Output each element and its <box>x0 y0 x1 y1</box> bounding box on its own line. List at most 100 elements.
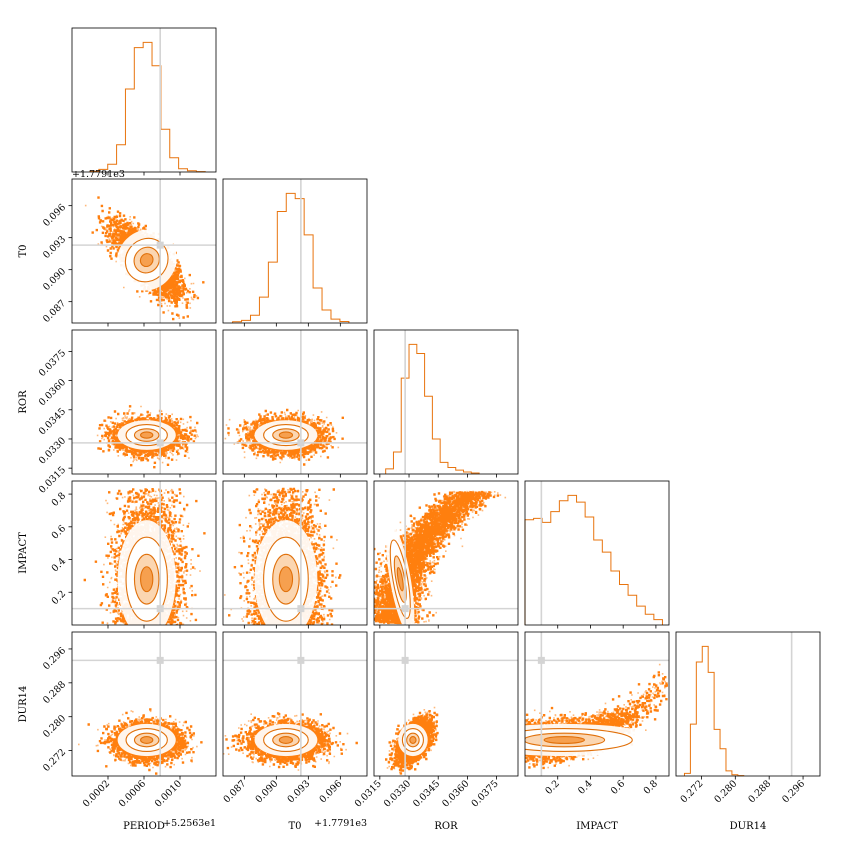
y-tick-label: 0.087 <box>41 298 68 325</box>
panel-frame <box>373 480 519 626</box>
x-axis-label: IMPACT <box>576 821 618 832</box>
x-tick-label: 0.096 <box>317 778 344 805</box>
contour-level <box>139 253 154 268</box>
y-axis-label: T0 <box>18 244 29 257</box>
y-offset-label: +1.7791e3 <box>72 169 125 180</box>
contour-level <box>409 736 417 744</box>
contour-level <box>543 736 585 744</box>
x-tick-label: 0.2 <box>543 778 561 796</box>
x-offset-label: +5.2563e1 <box>163 818 216 829</box>
histogram-line <box>683 645 745 777</box>
x-tick-label: 0.0006 <box>117 778 148 809</box>
x-tick-label: 0.093 <box>285 778 312 805</box>
x-tick-label: 0.0002 <box>81 778 112 809</box>
panel-impact-vs-ror <box>373 480 519 626</box>
panel-frame <box>71 27 217 173</box>
histogram-impact <box>524 480 670 626</box>
contour-level <box>140 736 154 744</box>
x-tick-label: 0.272 <box>679 778 706 805</box>
contour-level <box>140 431 154 439</box>
panel-ror-vs-period <box>71 329 217 475</box>
truth-marker <box>156 439 164 447</box>
histogram-period <box>71 27 217 173</box>
x-axis-label: ROR <box>434 821 458 832</box>
y-tick-label: 0.4 <box>50 556 68 574</box>
x-tick-label: 0.0315 <box>353 778 384 809</box>
panel-frame <box>222 178 368 324</box>
histogram-line <box>524 494 663 625</box>
histogram-dur14 <box>675 631 821 777</box>
panel-frame <box>373 329 519 475</box>
truth-marker <box>401 656 409 664</box>
x-tick-label: 0.090 <box>253 778 280 805</box>
truth-marker <box>297 439 305 447</box>
panel-dur14-vs-period <box>71 631 217 777</box>
x-tick-label: 0.0375 <box>469 778 500 809</box>
x-tick-label: 0.6 <box>609 778 627 796</box>
truth-marker <box>156 241 164 249</box>
panel-impact-vs-t0 <box>222 480 368 626</box>
x-tick-label: 0.4 <box>576 778 594 796</box>
panel-frame <box>222 631 368 777</box>
x-tick-label: 0.0345 <box>411 778 442 809</box>
y-tick-label: 0.8 <box>50 490 68 508</box>
scatter-points <box>374 490 507 624</box>
x-tick-label: 0.280 <box>712 778 739 805</box>
truth-marker <box>156 656 164 664</box>
histogram-line <box>232 192 350 323</box>
x-axis-label: DUR14 <box>730 821 767 832</box>
panel-ror-vs-t0 <box>222 329 368 475</box>
histogram-ror <box>373 329 519 475</box>
contour-level <box>396 567 404 592</box>
histogram-line <box>385 343 480 474</box>
panel-frame <box>524 480 670 626</box>
truth-marker <box>297 656 305 664</box>
y-tick-label: 0.0345 <box>37 406 68 437</box>
y-tick-label: 0.288 <box>41 679 68 706</box>
y-tick-label: 0.0315 <box>37 465 68 496</box>
y-tick-label: 0.096 <box>41 202 68 229</box>
y-tick-label: 0.272 <box>41 747 68 774</box>
y-tick-label: 0.280 <box>41 713 68 740</box>
x-tick-label: 0.0360 <box>440 778 471 809</box>
histogram-t0 <box>222 178 368 324</box>
x-offset-label: +1.7791e3 <box>314 818 367 829</box>
truth-marker <box>401 605 409 613</box>
contour-level <box>278 431 294 439</box>
y-tick-label: 0.0360 <box>37 377 68 408</box>
x-tick-label: 0.288 <box>746 778 773 805</box>
x-axis-label: T0 <box>288 821 301 832</box>
contour-level <box>140 566 154 593</box>
x-axis-label: PERIOD <box>123 821 165 832</box>
panel-frame <box>524 631 670 777</box>
y-tick-label: 0.6 <box>50 523 68 541</box>
panel-dur14-vs-impact <box>524 631 670 777</box>
y-tick-label: 0.296 <box>41 645 68 672</box>
y-tick-label: 0.090 <box>41 266 68 293</box>
truth-marker <box>297 605 305 613</box>
panel-dur14-vs-ror <box>373 631 519 777</box>
histogram-line <box>89 41 206 173</box>
x-tick-label: 0.0010 <box>153 778 184 809</box>
scatter-density <box>374 490 500 625</box>
y-axis-label: DUR14 <box>18 686 29 723</box>
panel-frame <box>373 631 519 777</box>
panel-frame <box>675 631 821 777</box>
y-tick-label: 0.093 <box>41 234 68 261</box>
y-tick-label: 0.0330 <box>37 435 68 466</box>
y-axis-label: IMPACT <box>18 532 29 574</box>
truth-marker <box>537 656 545 664</box>
contour-level <box>278 566 294 593</box>
panel-impact-vs-period <box>71 480 217 626</box>
panel-dur14-vs-t0 <box>222 631 368 777</box>
x-tick-label: 0.8 <box>642 778 660 796</box>
x-tick-label: 0.087 <box>221 778 248 805</box>
x-tick-label: 0.0330 <box>382 778 413 809</box>
panel-frame <box>222 480 368 626</box>
contour-level <box>278 736 294 744</box>
y-tick-label: 0.2 <box>50 589 68 607</box>
y-axis-label: ROR <box>18 390 29 414</box>
panel-frame <box>222 329 368 475</box>
panel-t0-vs-period <box>71 178 217 324</box>
